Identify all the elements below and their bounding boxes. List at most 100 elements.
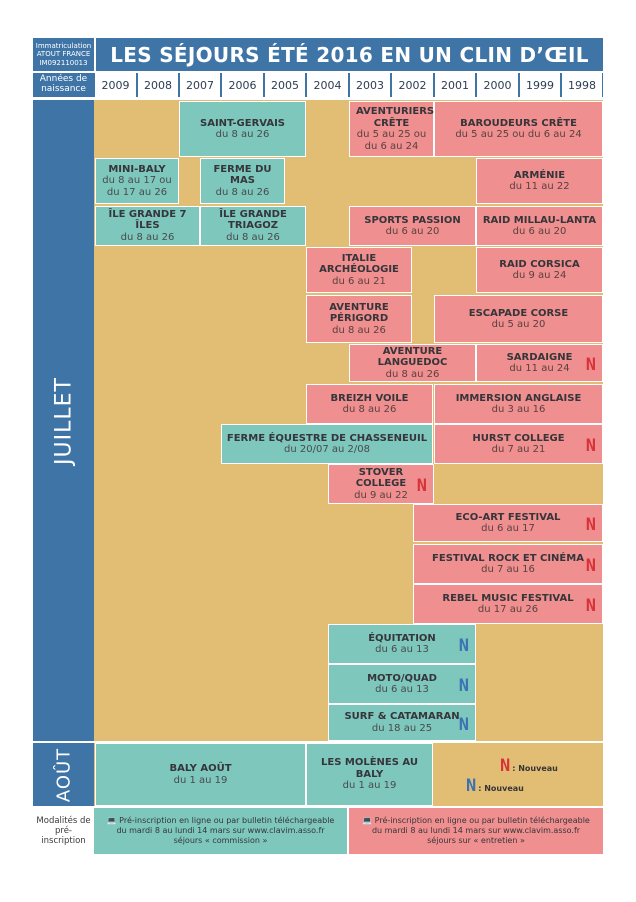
stay-aventure-languedoc: AVENTURE LANGUEDOC du 8 au 26 (349, 344, 476, 382)
new-badge-red-icon: N (585, 515, 596, 535)
new-badge-blue-icon: N (458, 715, 469, 735)
stay-name: ECO-ART FESTIVAL (455, 511, 561, 523)
stay-stover-college: STOVER COLLEGE du 9 au 22 N (328, 464, 434, 504)
footer-commission-line-3: séjours « commission » (173, 836, 268, 845)
stay-dates: du 6 au 17 (481, 523, 535, 534)
stay-name: FESTIVAL ROCK ET CINÉMA (432, 552, 584, 564)
stay-dates: du 8 au 26 (120, 231, 175, 243)
page-title-text: LES SÉJOURS ÉTÉ 2016 EN UN CLIN D’ŒIL (110, 42, 589, 67)
stay-dates: du 8 au 26 (215, 129, 270, 140)
stay-dates: du 1 au 19 (342, 780, 397, 792)
year-2002: 2002 (392, 73, 434, 97)
footer-entretien: 💻 Pré-inscription en ligne ou par bullet… (349, 808, 603, 854)
stay-dates: du 8 au 26 (226, 231, 280, 243)
footer-commission: 💻 Pré-inscription en ligne ou par bullet… (94, 808, 347, 854)
stay-name: RAID MILLAU-LANTA (482, 214, 597, 226)
stay-dates: du 6 au 20 (385, 226, 440, 237)
year-2004: 2004 (307, 73, 349, 97)
stay-armenie: ARMÉNIE du 11 au 22 (476, 158, 603, 204)
stay-dates: du 20/07 au 2/08 (284, 444, 370, 455)
stay-equitation: ÉQUITATION du 6 au 13 N (328, 624, 476, 664)
stay-sardaigne: SARDAIGNE du 11 au 24 N (476, 344, 603, 382)
stay-dates: du 9 au 22 (354, 489, 408, 501)
section-juillet: JUILLET (33, 100, 94, 741)
section-modalites: Modalités de pré-inscription (33, 808, 94, 854)
new-badge-red-icon: N (585, 596, 596, 616)
stay-hurst-college: HURST COLLEGE du 7 au 21 N (434, 424, 603, 464)
legend-new-blue: N : Nouveau (466, 776, 524, 796)
stay-breizh-voile: BREIZH VOILE du 8 au 26 (306, 384, 433, 424)
year-2001: 2001 (435, 73, 476, 97)
new-badge-red-icon: N (585, 355, 596, 375)
footer-commission-line-2: du mardi 8 au lundi 14 mars sur www.clav… (116, 826, 325, 835)
laptop-icon: 💻 (106, 816, 117, 825)
stay-escapade-corse: ESCAPADE CORSE du 5 au 20 (434, 295, 603, 343)
stay-eco-art-festival: ECO-ART FESTIVAL du 6 au 17 N (413, 504, 603, 542)
laptop-icon: 💻 (362, 816, 373, 825)
legend-new-red: N : Nouveau (500, 756, 558, 776)
year-1999: 1999 (520, 73, 561, 97)
footer-entretien-line-2: du mardi 8 au lundi 14 mars sur www.clav… (371, 826, 581, 835)
stay-dates: du 5 au 20 (491, 319, 546, 330)
registration-line-3: IM092110013 (39, 58, 88, 67)
year-2003: 2003 (350, 73, 391, 97)
year-1998: 1998 (562, 73, 603, 97)
stay-dates: du 8 au 26 (385, 368, 440, 380)
stay-name: REBEL MUSIC FESTIVAL (442, 592, 574, 604)
stay-dates: du 9 au 24 (512, 270, 567, 281)
new-badge-red-icon: N (500, 756, 511, 776)
stay-baly-aout: BALY AOÛT du 1 au 19 (95, 743, 306, 806)
stay-name: ÎLE GRANDE 7 ÎLES (108, 208, 187, 232)
stay-name: RAID CORSICA (499, 258, 580, 270)
stay-dates: du 11 au 22 (509, 181, 570, 192)
stay-name: AVENTURIERS CRÊTE (356, 106, 435, 129)
stay-ferme-equestre: FERME ÉQUESTRE DE CHASSENEUIL du 20/07 au… (221, 424, 433, 464)
footer-entretien-line-1: Pré-inscription en ligne ou par bulletin… (374, 816, 590, 825)
registration-box: Immatriculation ATOUT FRANCE IM092110013 (33, 38, 94, 71)
stay-dates: du 8 au 26 (342, 404, 397, 415)
stay-name: MOTO/QUAD (367, 672, 437, 684)
stay-dates: du 11 au 24 (509, 363, 570, 374)
stay-name: ARMÉNIE (513, 169, 566, 181)
stay-dates: du 6 au 20 (512, 226, 567, 237)
stay-dates: du 8 au 26 (215, 186, 270, 198)
stay-dates: du 17 au 26 (477, 604, 539, 615)
year-2000: 2000 (477, 73, 519, 97)
stay-name: SARDAIGNE (506, 351, 573, 363)
stay-name: AVENTURE PÉRIGORD (329, 301, 389, 325)
page-title: LES SÉJOURS ÉTÉ 2016 EN UN CLIN D’ŒIL (96, 38, 603, 71)
new-badge-blue-icon: N (458, 636, 469, 656)
stay-ile-grande-triagoz: ÎLE GRANDE TRIAGOZ du 8 au 26 (200, 206, 306, 246)
stay-dates: du 7 au 21 (491, 444, 546, 455)
stay-name: IMMERSION ANGLAISE (455, 392, 582, 404)
footer-entretien-line-3: séjours sur « entretien » (427, 836, 525, 845)
stay-dates: du 5 au 25 ou du 6 au 24 (356, 129, 427, 152)
stay-name: SURF & CATAMARAN (344, 711, 460, 722)
new-badge-red-icon: N (585, 556, 596, 576)
registration-line-1: Immatriculation (35, 41, 92, 50)
stay-dates: du 7 au 16 (481, 564, 535, 575)
stay-name: MINI-BALY (108, 163, 166, 175)
stay-dates: du 6 au 13 (375, 644, 429, 655)
stay-name: LES MOLÈNES AU BALY (321, 757, 418, 780)
stay-name: SAINT-GERVAIS (200, 117, 285, 129)
stay-name: ÎLE GRANDE TRIAGOZ (219, 208, 287, 232)
stay-dates: du 8 au 17 ou du 17 au 26 (102, 175, 172, 198)
stay-rebel-music-festival: REBEL MUSIC FESTIVAL du 17 au 26 N (413, 584, 603, 624)
section-aout: AOÛT (33, 743, 94, 806)
year-2009: 2009 (95, 73, 137, 97)
stay-raid-corsica: RAID CORSICA du 9 au 24 (476, 247, 603, 293)
stay-festival-rock-cinema: FESTIVAL ROCK ET CINÉMA du 7 au 16 N (413, 544, 603, 584)
stay-raid-millau-lanta: RAID MILLAU-LANTA du 6 au 20 (476, 206, 603, 246)
stay-dates: du 3 au 16 (491, 404, 546, 415)
years-label: Années de naissance (33, 73, 94, 97)
stay-mini-baly: MINI-BALY du 8 au 17 ou du 17 au 26 (95, 158, 179, 204)
stay-baroudeurs-crete: BAROUDEURS CRÊTE du 5 au 25 ou du 6 au 24 (434, 101, 603, 157)
stay-ile-grande-7-iles: ÎLE GRANDE 7 ÎLES du 8 au 26 (95, 206, 200, 246)
new-badge-blue-icon: N (458, 676, 469, 696)
new-badge-red-icon: N (585, 436, 596, 456)
stay-name: BAROUDEURS CRÊTE (460, 117, 577, 129)
stay-surf-catamaran: SURF & CATAMARAN du 18 au 25 N (328, 704, 476, 741)
stay-name: FERME DU MAS (213, 163, 272, 187)
stay-name: STOVER COLLEGE (355, 466, 407, 490)
